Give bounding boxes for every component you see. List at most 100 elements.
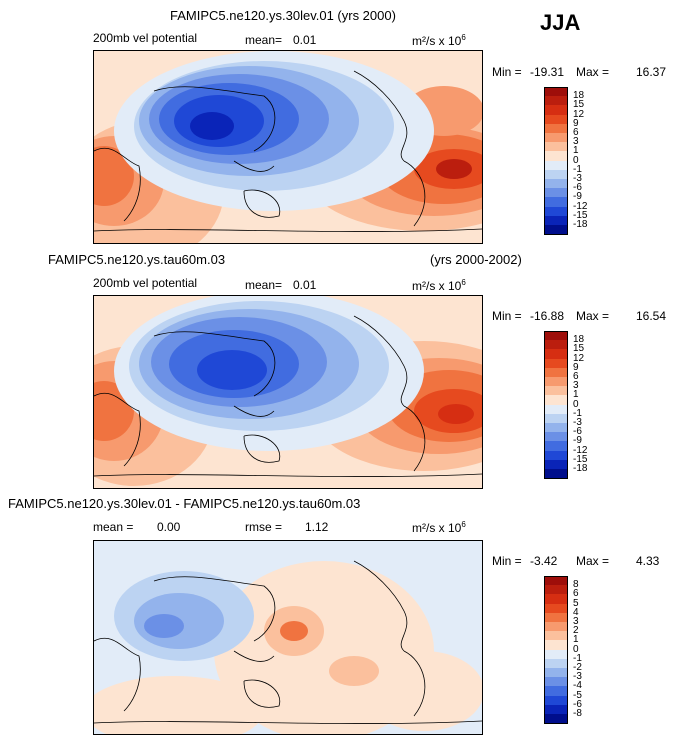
- colorbar-tick-label: 0: [573, 398, 579, 410]
- coastlines: [94, 560, 482, 724]
- colorbar-tick-label: -18: [573, 463, 588, 474]
- panel-3-units: m²/s x 106: [412, 520, 466, 535]
- contour-region: [436, 159, 472, 179]
- colorbar-swatch: [544, 594, 568, 605]
- panel-2-units: m²/s x 106: [412, 278, 466, 293]
- colorbar-tick-label: 12: [573, 352, 585, 364]
- colorbar-tick-label: 6: [573, 127, 579, 138]
- colorbar-tick-label: 3: [573, 616, 579, 627]
- panel-2-mean-value: 0.01: [293, 278, 317, 292]
- colorbar-tick-label: 1: [573, 634, 579, 646]
- panel-1-max-value: 16.37: [636, 65, 667, 79]
- colorbar-swatch: [544, 714, 568, 724]
- colorbar-tick-label: 1: [573, 145, 579, 157]
- colorbar-swatch: [544, 151, 568, 162]
- colorbar-swatch: [544, 377, 568, 387]
- colorbar-swatch: [544, 179, 568, 189]
- panel-2-map: [93, 295, 483, 489]
- colorbar-swatch: [544, 404, 568, 415]
- colorbar-tick-label: 6: [573, 371, 579, 382]
- colorbar-tick-label: 4: [573, 606, 579, 618]
- coastlines: [94, 70, 482, 232]
- colorbar-swatch: [544, 413, 568, 424]
- colorbar-swatch: [544, 622, 568, 632]
- panel-3-rmse-label: rmse =: [245, 520, 283, 534]
- panel-2-min-value: -16.88: [530, 309, 565, 323]
- colorbar-tick-label: -3: [573, 417, 582, 428]
- colorbar-tick-label: -6: [573, 698, 582, 710]
- colorbar-swatch: [544, 349, 568, 360]
- colorbar-swatch: [544, 704, 568, 715]
- colorbar-swatch: [544, 695, 568, 706]
- colorbar-swatch: [544, 677, 568, 687]
- panel-1-variable: 200mb vel potential: [93, 31, 198, 45]
- colorbar-tick-label: -12: [573, 200, 588, 212]
- colorbar-tick-label: 3: [573, 380, 579, 392]
- panel-3-min-value: -3.42: [530, 554, 558, 568]
- panel-1-mean-value: 0.01: [293, 33, 317, 47]
- colorbar-tick-label: -3: [573, 671, 582, 683]
- panel-2-mean-label: mean=: [245, 278, 283, 292]
- colorbar-swatch: [544, 658, 568, 669]
- colorbar-swatch: [544, 169, 568, 180]
- colorbar-swatch: [544, 432, 568, 442]
- panel-3-title: FAMIPC5.ne120.ys.30lev.01 - FAMIPC5.ne12…: [8, 496, 361, 511]
- colorbar-tick-label: 9: [573, 361, 579, 373]
- panel-2-title: FAMIPC5.ne120.ys.tau60m.03: [48, 252, 226, 267]
- colorbar-tick-label: -3: [573, 173, 582, 184]
- colorbar-swatch: [544, 441, 568, 452]
- colorbar-tick-label: 9: [573, 117, 579, 129]
- colorbar-tick-label: 5: [573, 597, 579, 609]
- colorbar-swatch: [544, 225, 568, 235]
- colorbar-tick-label: -15: [573, 453, 588, 465]
- colorbar-tick-label: 6: [573, 588, 579, 600]
- colorbar-swatch: [544, 358, 568, 369]
- panel-2-max-label: Max =: [576, 309, 610, 323]
- colorbar-swatch: [544, 188, 568, 198]
- colorbar-tick-label: 18: [573, 334, 585, 346]
- colorbar-tick-label: -5: [573, 689, 582, 701]
- colorbar-swatch: [544, 386, 568, 396]
- panel-3-rmse-value: 1.12: [305, 520, 329, 534]
- colorbar-tick-label: 3: [573, 136, 579, 148]
- panel-1-mean-label: mean=: [245, 33, 283, 47]
- panel-3-min-label: Min =: [492, 554, 522, 568]
- panel-1-map: [93, 50, 483, 244]
- panel-3-max-value: 4.33: [636, 554, 660, 568]
- colorbar-tick-label: 1: [573, 389, 579, 401]
- panel-2-contour-plot: [94, 296, 482, 488]
- panel-3-map: [93, 540, 483, 735]
- colorbar-swatch: [544, 631, 568, 641]
- colorbar-tick-label: -1: [573, 407, 582, 419]
- contour-region: [94, 146, 134, 206]
- colorbar-swatch: [544, 105, 568, 116]
- colorbar-swatch: [544, 206, 568, 217]
- colorbar-tick-label: -1: [573, 163, 582, 175]
- colorbar-tick-label: 18: [573, 90, 585, 102]
- colorbar-swatch: [544, 160, 568, 171]
- colorbar-swatch: [544, 576, 568, 586]
- colorbar-tick-label: -4: [573, 680, 582, 692]
- colorbar-tick-label: 0: [573, 643, 579, 655]
- colorbar-tick-label: -9: [573, 435, 582, 447]
- colorbar-tick-label: 8: [573, 579, 579, 591]
- panel-1-contour-plot: [94, 51, 482, 243]
- panel-3-mean-value: 0.00: [157, 520, 181, 534]
- colorbar-tick-label: -12: [573, 444, 588, 456]
- colorbar-swatch: [544, 603, 568, 614]
- panel-1-min-label: Min =: [492, 65, 522, 79]
- colorbar-swatch: [544, 96, 568, 106]
- colorbar-swatch: [544, 87, 568, 97]
- colorbar-swatch: [544, 585, 568, 595]
- colorbar-swatch: [544, 114, 568, 125]
- colorbar-swatch: [544, 215, 568, 226]
- panel-2-max-value: 16.54: [636, 309, 667, 323]
- colorbar-swatch: [544, 395, 568, 406]
- colorbar-swatch: [544, 612, 568, 623]
- panel-2-variable: 200mb vel potential: [93, 276, 198, 290]
- panel-3-mean-label: mean =: [93, 520, 134, 534]
- colorbar-tick-label: -18: [573, 219, 588, 230]
- colorbar-tick-label: 0: [573, 154, 579, 166]
- colorbar-swatch: [544, 340, 568, 350]
- colorbar-swatch: [544, 197, 568, 208]
